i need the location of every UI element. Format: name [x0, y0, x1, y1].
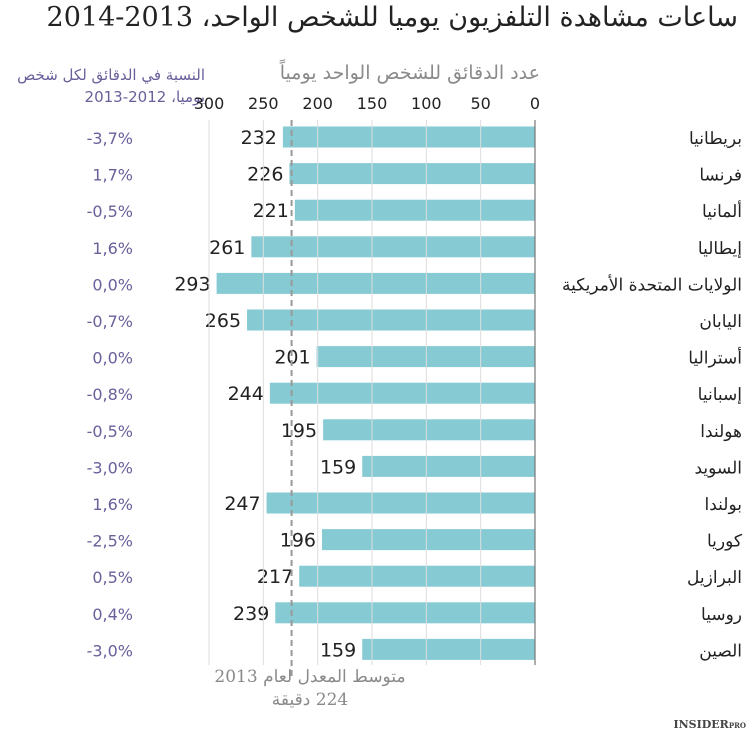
- change-label: -3,7%: [87, 129, 133, 148]
- category-label: بريطانيا: [689, 129, 742, 149]
- reference-label-line2: 224 دقيقة: [271, 690, 349, 710]
- value-label: 226: [247, 164, 283, 186]
- bar: [269, 382, 535, 404]
- category-label: بولندا: [705, 495, 742, 515]
- x-tick-label: 200: [302, 94, 333, 113]
- bar: [266, 492, 535, 514]
- change-label: 1,6%: [92, 239, 133, 258]
- value-label: 221: [253, 200, 289, 222]
- change-label: -0,5%: [87, 422, 133, 441]
- reference-line-label: متوسط المعدل لعام 2013 224 دقيقة: [200, 666, 420, 712]
- value-label: 261: [209, 237, 245, 259]
- category-label: الولايات المتحدة الأمريكية: [562, 274, 742, 295]
- bar: [362, 638, 535, 660]
- change-label-line1: النسبة في الدقائق لكل شخص: [17, 66, 205, 84]
- change-label: 1,6%: [92, 495, 133, 514]
- x-axis-label: عدد الدقائق للشخص الواحد يومياً: [279, 62, 540, 84]
- bar: [299, 565, 535, 587]
- x-tick-label: 100: [411, 94, 442, 113]
- value-label: 244: [228, 383, 264, 405]
- x-tick-label: 50: [470, 94, 490, 113]
- category-label: الصين: [699, 641, 742, 661]
- value-label: 196: [280, 530, 316, 552]
- category-label: إسبانيا: [698, 385, 742, 405]
- x-tick-label: 250: [248, 94, 279, 113]
- bar: [251, 236, 535, 258]
- change-label: 0,0%: [92, 349, 133, 368]
- value-label: 232: [241, 127, 277, 149]
- value-label: 293: [174, 273, 210, 295]
- category-label: البرازيل: [687, 568, 742, 588]
- change-column-label: النسبة في الدقائق لكل شخص يوميا، 2012-20…: [0, 64, 205, 108]
- bar: [275, 602, 535, 624]
- change-label: -0,5%: [87, 202, 133, 221]
- bar: [323, 419, 535, 441]
- bar: [282, 126, 535, 148]
- x-tick-label: 150: [357, 94, 388, 113]
- bar: [316, 346, 535, 368]
- change-label: 0,0%: [92, 275, 133, 294]
- category-label: ألمانيا: [702, 200, 742, 222]
- category-label: روسيا: [701, 605, 742, 625]
- change-label: -0,7%: [87, 312, 133, 331]
- category-label: كوريا: [707, 532, 743, 552]
- x-tick-label: 0: [530, 94, 540, 113]
- bar: [247, 309, 536, 331]
- value-label: 159: [320, 456, 356, 478]
- value-label: 201: [274, 347, 310, 369]
- x-tick-label: 300: [194, 94, 225, 113]
- value-label: 265: [205, 310, 241, 332]
- change-label: -2,5%: [87, 532, 133, 551]
- bar: [294, 199, 535, 221]
- bar: [362, 455, 535, 477]
- value-label: 195: [281, 420, 317, 442]
- category-label: اليابان: [699, 312, 742, 332]
- category-label: أستراليا: [688, 347, 742, 369]
- category-label: إيطاليا: [698, 239, 742, 259]
- bar: [216, 272, 535, 294]
- change-label: 1,7%: [92, 166, 133, 185]
- category-label: فرنسا: [699, 166, 742, 186]
- change-label: 0,5%: [92, 568, 133, 587]
- brand-logo: INSIDERPRO: [673, 718, 746, 731]
- change-label: -3,0%: [87, 641, 133, 660]
- category-label: السويد: [694, 458, 742, 478]
- category-label: هولندا: [700, 422, 742, 442]
- bar: [289, 163, 535, 185]
- value-label: 239: [233, 603, 269, 625]
- change-label-line2: يوميا، 2012-2013: [84, 88, 205, 106]
- value-label: 217: [257, 566, 293, 588]
- value-label: 247: [224, 493, 260, 515]
- value-label: 159: [320, 639, 356, 661]
- bar: [322, 529, 535, 551]
- change-label: -0,8%: [87, 385, 133, 404]
- change-label: 0,4%: [92, 605, 133, 624]
- chart-title: ساعات مشاهدة التلفزيون يوميا للشخص الواح…: [46, 2, 738, 33]
- change-label: -3,0%: [87, 458, 133, 477]
- reference-label-line1: متوسط المعدل لعام 2013: [214, 667, 406, 687]
